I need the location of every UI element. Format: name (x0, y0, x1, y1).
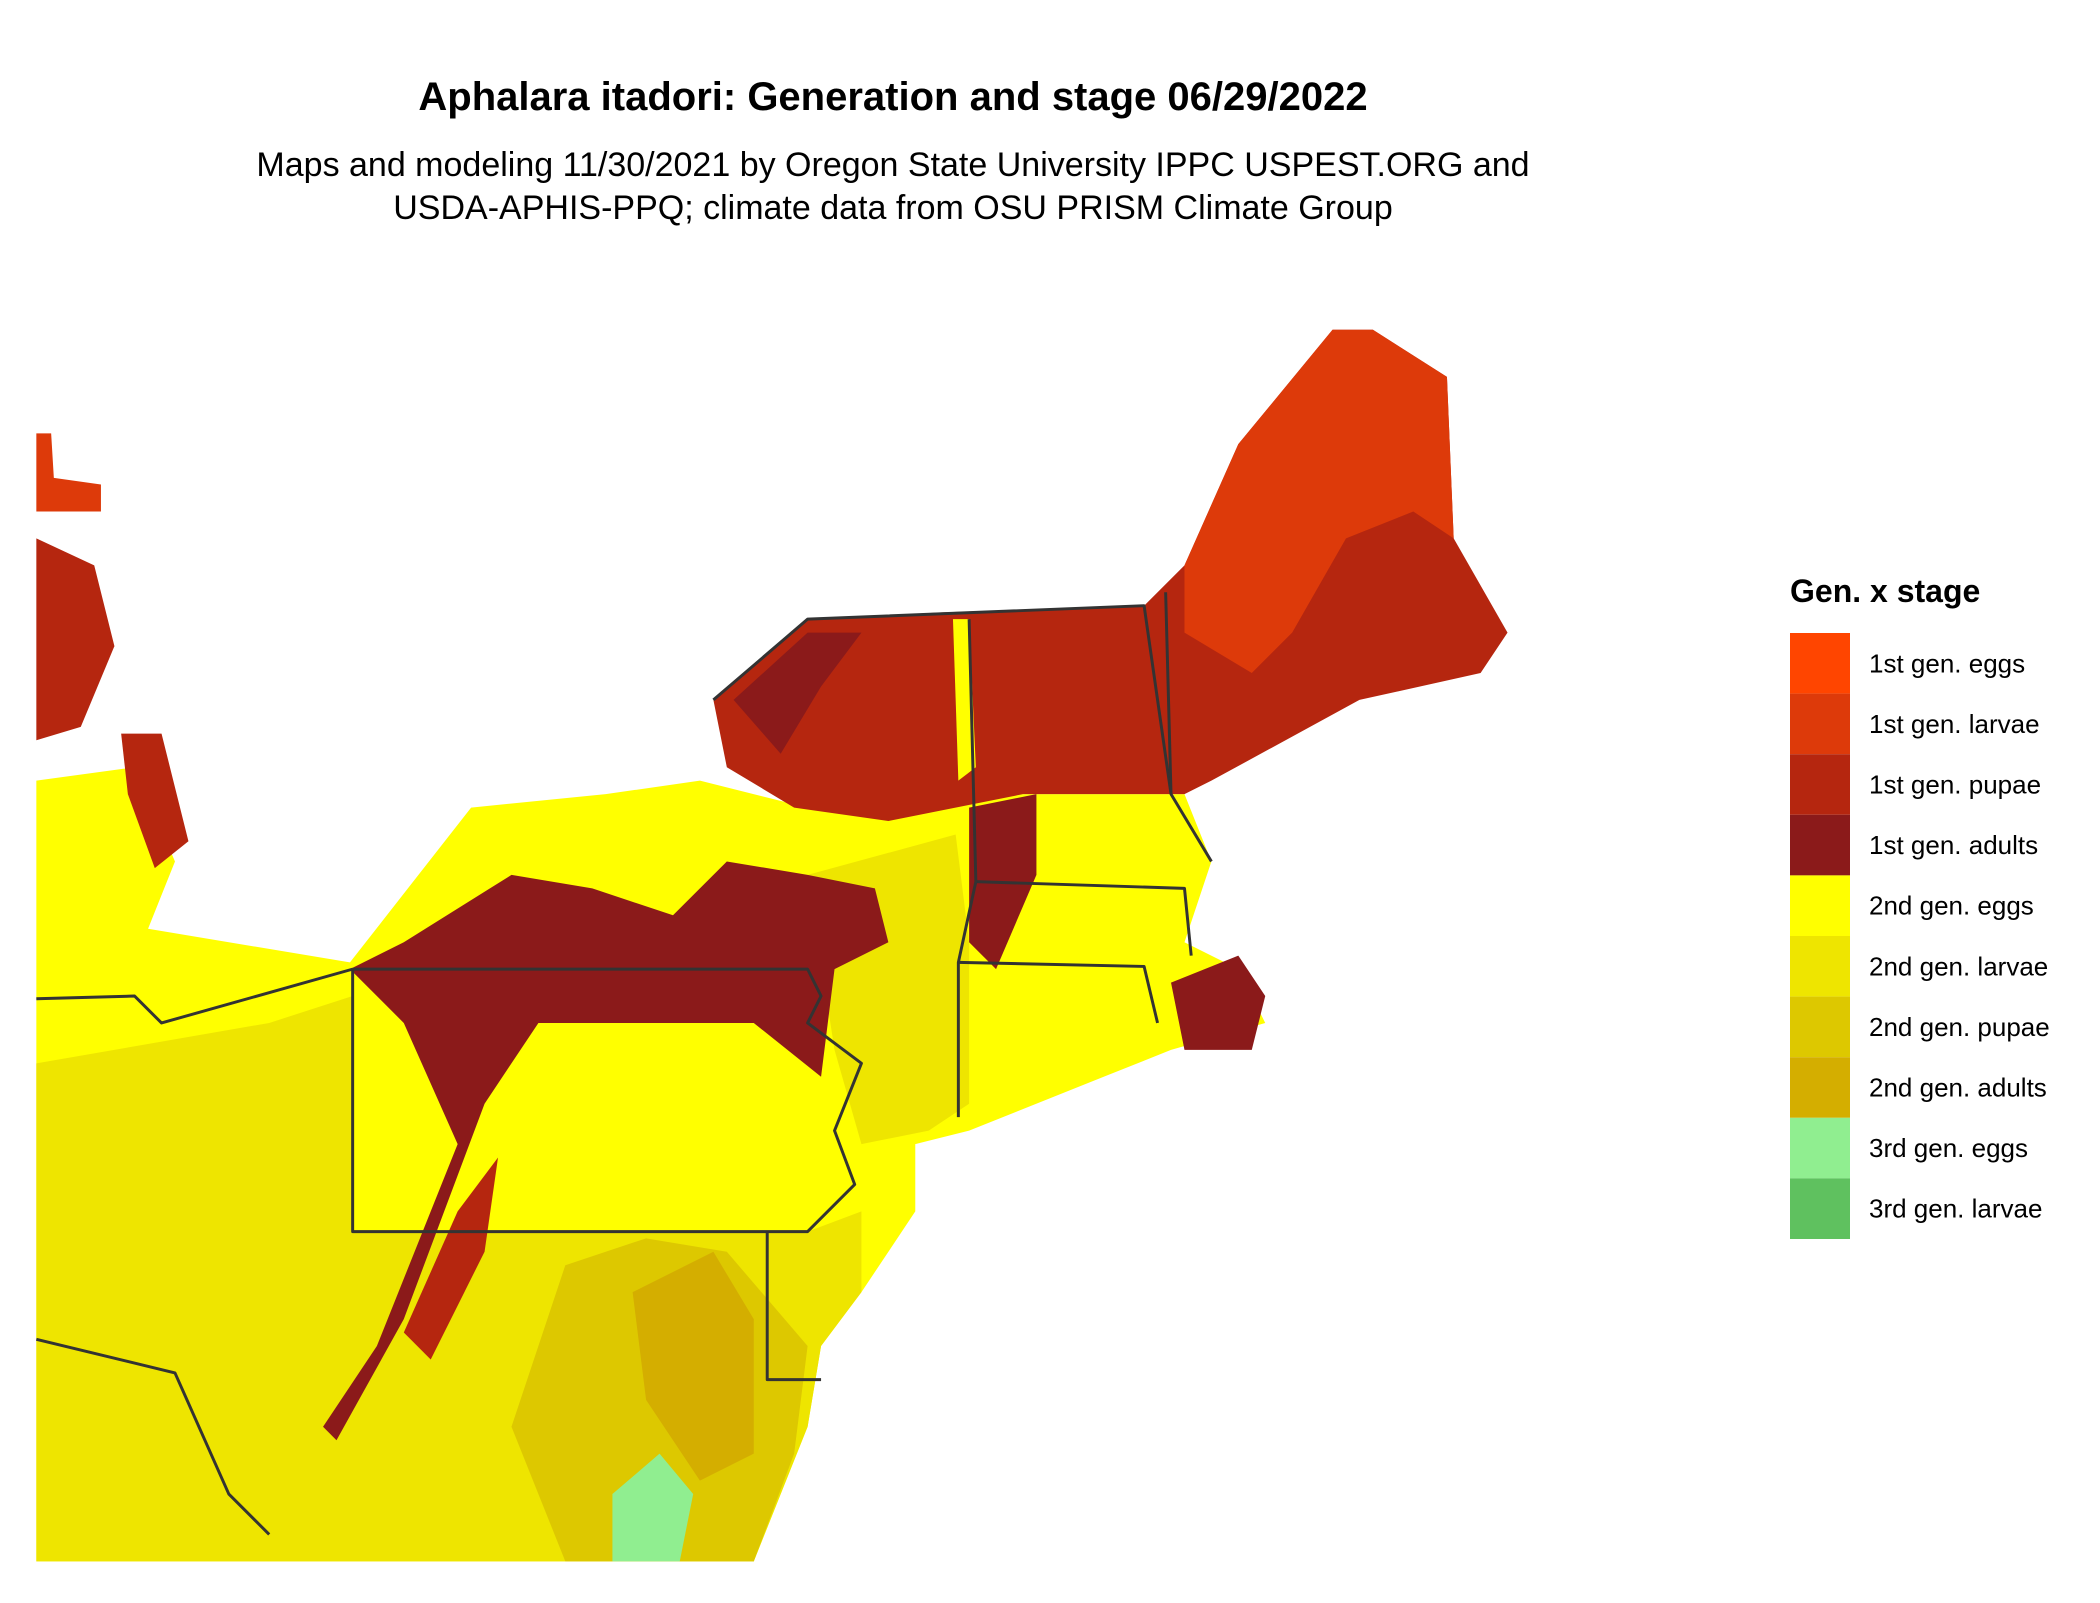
legend-label: 1st gen. larvae (1869, 709, 2040, 739)
legend-label: 2nd gen. larvae (1869, 951, 2048, 981)
state-border (36, 967, 354, 1025)
legend-label: 2nd gen. pupae (1869, 1012, 2050, 1042)
legend-swatch (1790, 996, 1850, 1058)
state-border (1164, 592, 1173, 795)
legend-label: 2nd gen. eggs (1869, 891, 2034, 921)
region (323, 861, 889, 1441)
legend-label: 1st gen. adults (1869, 830, 2038, 860)
subtitle-line: USDA-APHIS-PPQ; climate data from OSU PR… (393, 189, 1392, 227)
legend-swatch (1790, 1178, 1850, 1239)
state-border (956, 619, 978, 1118)
region (36, 538, 115, 741)
state-border (351, 967, 863, 1234)
legend-label: 1st gen. eggs (1869, 648, 2025, 678)
legend-label: 3rd gen. larvae (1869, 1194, 2042, 1224)
state-border (958, 960, 1160, 1024)
state-border (712, 604, 1213, 863)
region (632, 1251, 754, 1481)
legend-swatch (1790, 814, 1850, 876)
legend-swatch (1790, 693, 1850, 755)
state-border (765, 1231, 822, 1382)
legend-swatch (1790, 875, 1850, 936)
region (1171, 955, 1266, 1050)
region (733, 632, 862, 754)
legend-swatch (1790, 1117, 1850, 1179)
legend-title: Gen. x stage (1790, 573, 1980, 609)
legend-label: 1st gen. pupae (1869, 770, 2041, 800)
legend-label: 2nd gen. adults (1869, 1073, 2047, 1103)
region (1184, 329, 1454, 673)
title: Aphalara itadori: Generation and stage 0… (418, 75, 1367, 119)
map (35, 329, 1508, 1562)
region (403, 1157, 499, 1360)
state-border (975, 880, 1193, 956)
region (121, 733, 189, 869)
legend: 1st gen. eggs 1st gen. larvae 1st gen. pup… (1790, 633, 2050, 1239)
legend-label: 3rd gen. eggs (1869, 1133, 2028, 1163)
legend-swatch (1790, 1057, 1850, 1118)
legend-swatch (1790, 936, 1850, 997)
subtitle-line: Maps and modeling 11/30/2021 by Oregon S… (256, 146, 1529, 184)
region (612, 1453, 694, 1562)
region (36, 433, 101, 512)
state-border (35, 1337, 271, 1536)
legend-swatch (1790, 754, 1850, 815)
legend-swatch (1790, 633, 1850, 694)
